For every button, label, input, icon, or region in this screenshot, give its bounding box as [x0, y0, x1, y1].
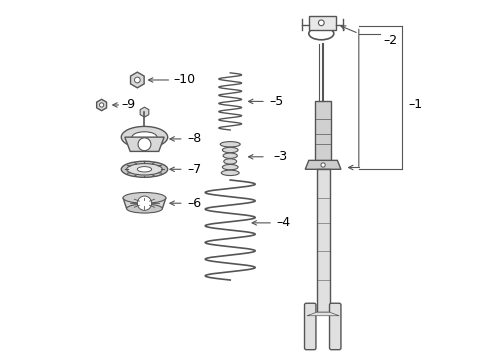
Ellipse shape — [224, 159, 236, 164]
Polygon shape — [315, 102, 330, 162]
Polygon shape — [316, 169, 329, 312]
Text: –8: –8 — [187, 132, 201, 145]
Ellipse shape — [221, 170, 239, 176]
Text: –4: –4 — [276, 216, 290, 229]
Text: –3: –3 — [272, 150, 286, 163]
Text: –1: –1 — [408, 99, 422, 112]
Text: –7: –7 — [187, 163, 201, 176]
Ellipse shape — [220, 141, 240, 147]
Ellipse shape — [123, 193, 165, 203]
Ellipse shape — [121, 126, 167, 148]
Circle shape — [134, 77, 140, 83]
Polygon shape — [308, 16, 335, 30]
Circle shape — [320, 163, 325, 167]
Polygon shape — [305, 160, 340, 169]
Text: –2: –2 — [383, 34, 397, 47]
Circle shape — [137, 196, 151, 210]
Ellipse shape — [126, 163, 162, 175]
Polygon shape — [306, 312, 339, 316]
FancyBboxPatch shape — [304, 303, 315, 350]
Circle shape — [138, 138, 151, 151]
Text: –9: –9 — [121, 99, 135, 112]
Circle shape — [318, 20, 324, 26]
Ellipse shape — [222, 147, 238, 153]
Circle shape — [99, 103, 103, 107]
Polygon shape — [123, 198, 165, 208]
Ellipse shape — [223, 153, 237, 158]
Ellipse shape — [132, 132, 157, 143]
FancyBboxPatch shape — [329, 303, 340, 350]
Text: –5: –5 — [269, 95, 283, 108]
Ellipse shape — [126, 204, 162, 213]
Ellipse shape — [121, 161, 167, 177]
Ellipse shape — [222, 165, 238, 170]
Text: –6: –6 — [187, 197, 201, 211]
Ellipse shape — [137, 167, 151, 172]
Polygon shape — [124, 137, 164, 152]
Text: –10: –10 — [173, 73, 195, 86]
